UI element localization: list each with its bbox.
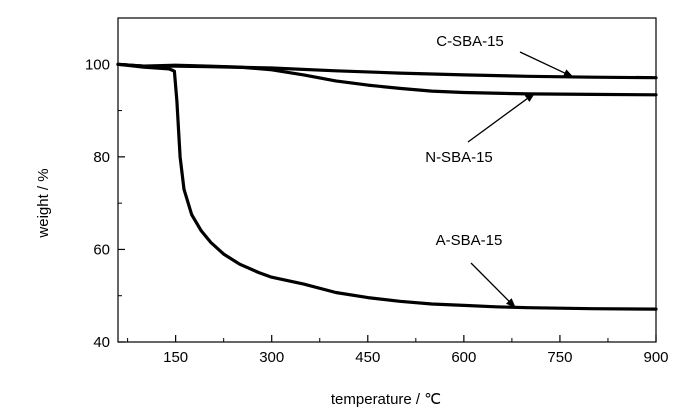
x-tick-label: 750 [547, 349, 572, 366]
y-tick-label: 60 [93, 241, 110, 258]
y-tick-label: 80 [93, 149, 110, 166]
annotations: C-SBA-15 N-SBA-15 A-SBA-15 [425, 33, 574, 308]
y-tick-label: 40 [93, 334, 110, 351]
y-axis-title: weight / % [35, 168, 52, 238]
plot-frame [117, 17, 657, 343]
x-tick-label: 900 [643, 349, 668, 366]
x-tick-label: 150 [163, 349, 188, 366]
annotation-arrow-c-sba-15 [519, 51, 574, 78]
series-layer [116, 62, 658, 311]
series-line-n-sba-15 [116, 62, 658, 97]
annotation-label-c-sba-15: C-SBA-15 [436, 33, 504, 50]
annotation-label-a-sba-15: A-SBA-15 [436, 232, 503, 249]
x-tick-label: 450 [355, 349, 380, 366]
x-tick-label: 300 [259, 349, 284, 366]
annotation-arrow-a-sba-15 [470, 262, 516, 308]
y-tick-label: 100 [85, 56, 110, 73]
annotation-label-n-sba-15: N-SBA-15 [425, 149, 493, 166]
annotation-arrow-n-sba-15 [467, 92, 536, 143]
x-axis-title: temperature / ℃ [331, 391, 441, 408]
plot-axes: 150 300 450 600 750 900 40 60 80 100 [85, 17, 669, 366]
series-line-a-sba-15 [116, 62, 658, 311]
x-tick-label: 600 [451, 349, 476, 366]
